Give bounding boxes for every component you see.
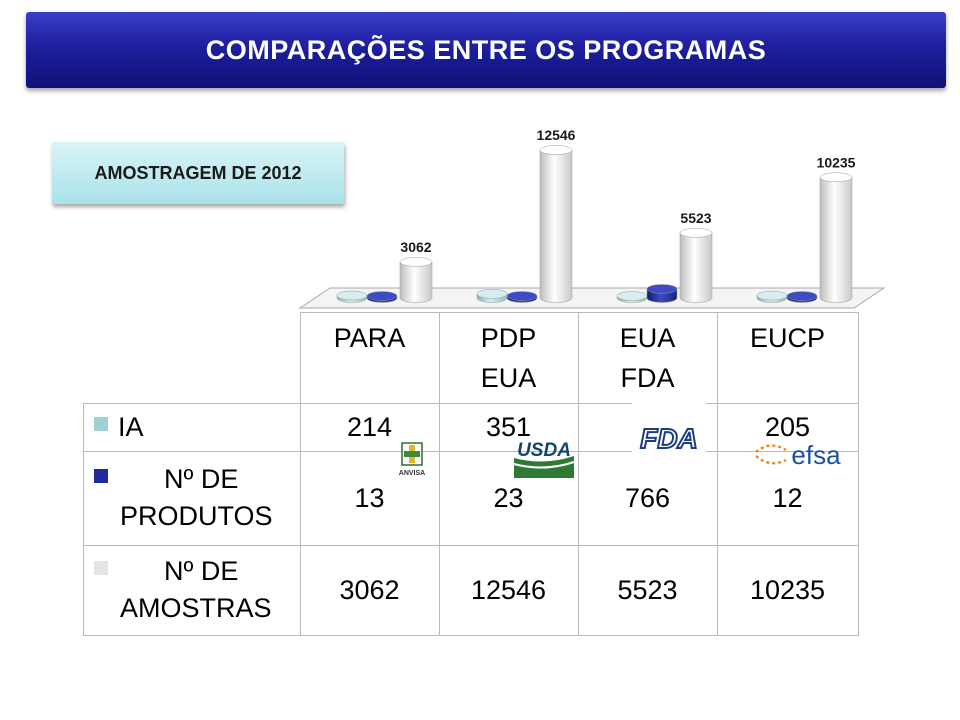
table-row: Nº DE PRODUTOS 13 23 766 12: [83, 450, 859, 546]
badge-text: AMOSTRAGEM DE 2012: [94, 163, 302, 183]
legend-key-amostras: [94, 560, 108, 575]
page-title: COMPARAÇÕES ENTRE OS PROGRAMAS: [205, 34, 767, 65]
col-header-line: PARA: [333, 322, 406, 353]
table-cell: 3062: [299, 544, 440, 636]
data-label: 3062: [400, 239, 431, 255]
table-corner: [84, 313, 301, 404]
table-cell: 12546: [438, 544, 579, 636]
col-header-line: [301, 358, 439, 398]
table-cell: 5523: [577, 544, 718, 636]
title-banner: COMPARAÇÕES ENTRE OS PROGRAMAS: [26, 12, 946, 88]
col-header-line: [718, 358, 858, 398]
fda-logo-text: FDA: [640, 423, 698, 454]
row-label: Nº DE: [164, 464, 239, 494]
bar-ia-1: [476, 289, 508, 303]
usda-logo: USDA: [513, 440, 575, 478]
bar-ia-3: [756, 290, 788, 303]
bar-ia-0: [336, 290, 368, 303]
efsa-logo-text: efsa: [791, 440, 841, 470]
data-label: 12546: [537, 127, 576, 143]
data-label: 5523: [680, 210, 711, 226]
col-header-eucp: EUCP: [716, 312, 859, 404]
data-label: 10235: [817, 154, 856, 170]
row-label: IA: [118, 411, 144, 442]
col-header-pdp: PDP EUA: [438, 312, 579, 404]
col-header-line: EUA: [480, 362, 537, 393]
row-header-amostras: Nº DE AMOSTRAS: [83, 544, 301, 636]
row-label: AMOSTRAS: [120, 593, 272, 623]
fda-logo: FDA: [632, 402, 706, 458]
row-header-produtos: Nº DE PRODUTOS: [83, 450, 301, 546]
table-row: IA 214 351 4 205: [83, 402, 859, 452]
row-header-ia: IA: [83, 402, 301, 452]
bar-produtos-0: [366, 291, 398, 303]
bar-produtos-3: [786, 291, 818, 303]
row-label: PRODUTOS: [120, 501, 273, 531]
table-row: Nº DE AMOSTRAS 3062 12546 5523 10235: [83, 544, 859, 636]
data-table: PARA PDP EUA EUA FDA EUCP IA 214 351 4 2…: [83, 312, 859, 636]
table-cell: 13: [299, 450, 440, 546]
efsa-logo: efsa: [755, 440, 841, 470]
anvisa-logo: ANVISA: [399, 442, 425, 477]
col-header-line: PDP: [480, 322, 537, 353]
usda-logo-text: USDA: [517, 440, 571, 461]
bar-amostras-3: [819, 172, 853, 303]
table-cell: 766: [577, 450, 718, 546]
chart-floor: [298, 287, 886, 309]
row-label: Nº DE: [164, 556, 239, 586]
legend-key-produtos: [94, 468, 108, 483]
table-cell: 12: [716, 450, 859, 546]
table-cell: 10235: [716, 544, 859, 636]
col-header-para: PARA: [299, 312, 440, 404]
legend-key-ia: [94, 416, 108, 431]
table-cell: 351: [438, 402, 579, 452]
anvisa-logo-text: ANVISA: [399, 470, 425, 477]
col-header-fda: EUA FDA: [577, 312, 718, 404]
bar-chart-3d: 3062 12546 5523 10235: [298, 127, 886, 309]
bar-produtos-2: [646, 284, 678, 303]
bar-amostras-2: [679, 228, 713, 303]
header-row: PARA PDP EUA EUA FDA EUCP: [84, 312, 859, 404]
bar-amostras-0: [399, 257, 433, 303]
bar-amostras-1: [539, 145, 573, 303]
col-header-line: FDA: [620, 362, 675, 393]
bar-produtos-1: [506, 291, 538, 303]
sampling-year-badge: AMOSTRAGEM DE 2012: [52, 142, 344, 204]
col-header-line: EUA: [619, 322, 676, 353]
col-header-line: EUCP: [749, 322, 825, 353]
bar-ia-2: [616, 291, 648, 303]
